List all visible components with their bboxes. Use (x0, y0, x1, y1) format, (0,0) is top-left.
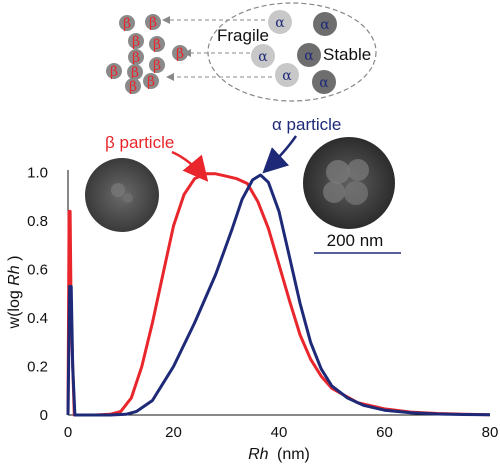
beta-symbol: β (153, 37, 161, 53)
x-tick-label: 60 (376, 424, 393, 441)
stable-label: Stable (323, 45, 371, 64)
alpha-symbol: α (275, 15, 285, 31)
y-axis-label-suffix: ) (6, 256, 23, 261)
beta-symbol: β (110, 64, 118, 80)
beta-subunit-ball: β (128, 49, 144, 66)
y-tick-label: 0.4 (27, 310, 48, 327)
y-tick-labels: 0 0.2 0.4 0.6 0.8 1.0 (27, 165, 48, 424)
beta-label-arrow (171, 150, 209, 182)
y-axis-label-italic: Rh (6, 265, 23, 286)
beta-symbol: β (149, 15, 157, 31)
alpha-particle-ball: α (297, 43, 321, 67)
beta-subunit-ball: β (125, 78, 141, 95)
alpha-particle-cluster: α αα αα α (251, 10, 337, 94)
beta-subunit-ball: β (149, 57, 165, 74)
beta-subunit-ball: β (149, 36, 165, 53)
alpha-particle-label: α particle (272, 115, 341, 134)
particle-pool-ellipse (207, 2, 377, 102)
x-axis-label-italic: Rh (248, 446, 269, 463)
beta-subunit-ball: β (106, 63, 122, 80)
beta-particle-label: β particle (105, 133, 174, 152)
beta-subunit-ball: β (128, 33, 144, 50)
y-tick-label: 0.6 (27, 262, 48, 279)
alpha-particle-series-line (66, 173, 491, 417)
beta-subunit-ball: β (143, 73, 159, 90)
x-tick-labels: 0 20 40 60 80 (64, 424, 499, 441)
alpha-particle-ball: α (251, 44, 275, 68)
beta-symbol: β (147, 74, 155, 90)
alpha-particle-ball: α (313, 12, 337, 36)
x-axis-label: Rh (nm) (248, 446, 310, 463)
beta-symbol: β (132, 50, 140, 66)
x-tick-label: 40 (271, 424, 288, 441)
alpha-label-arrow (262, 135, 298, 174)
y-tick-label: 0.8 (27, 213, 48, 230)
beta-symbol: β (153, 58, 161, 74)
y-axis-label: w(log Rh ) (6, 256, 23, 330)
beta-subunit-ball: β (119, 15, 135, 32)
beta-particle-micrograph (85, 158, 159, 232)
x-tick-label: 80 (482, 424, 499, 441)
beta-symbol: β (129, 79, 137, 95)
beta-subunit-ball: β (127, 64, 143, 81)
x-tick-label: 0 (64, 424, 72, 441)
y-tick-label: 0.2 (27, 359, 48, 376)
alpha-symbol: α (282, 68, 292, 84)
beta-subunit-ball: β (145, 14, 161, 31)
alpha-symbol: α (320, 17, 330, 33)
alpha-particle-micrograph (303, 137, 395, 229)
beta-symbol: β (132, 34, 140, 50)
plot-axes: 0 0.2 0.4 0.6 0.8 1.0 0 20 40 60 80 (27, 165, 498, 441)
alpha-particle-ball: α (268, 10, 292, 34)
fragile-label: Fragile (217, 26, 269, 45)
y-tick-label: 0 (40, 407, 48, 424)
y-axis-label-prefix: w(log (6, 286, 23, 330)
beta-symbol: β (131, 65, 139, 81)
alpha-particle-ball: α (275, 63, 299, 87)
alpha-symbol: α (319, 75, 329, 91)
series-curves (66, 172, 491, 417)
scale-bar-label: 200 nm (327, 231, 384, 250)
x-axis-label-unit: (nm) (277, 446, 310, 463)
beta-symbol: β (123, 16, 131, 32)
alpha-symbol: α (304, 48, 314, 64)
alpha-particle-ball: α (312, 70, 336, 94)
y-tick-label: 1.0 (27, 165, 48, 182)
x-tick-label: 20 (165, 424, 182, 441)
beta-symbol: β (176, 46, 184, 62)
alpha-symbol: α (258, 49, 268, 65)
beta-subunit-ball: β (172, 45, 188, 62)
